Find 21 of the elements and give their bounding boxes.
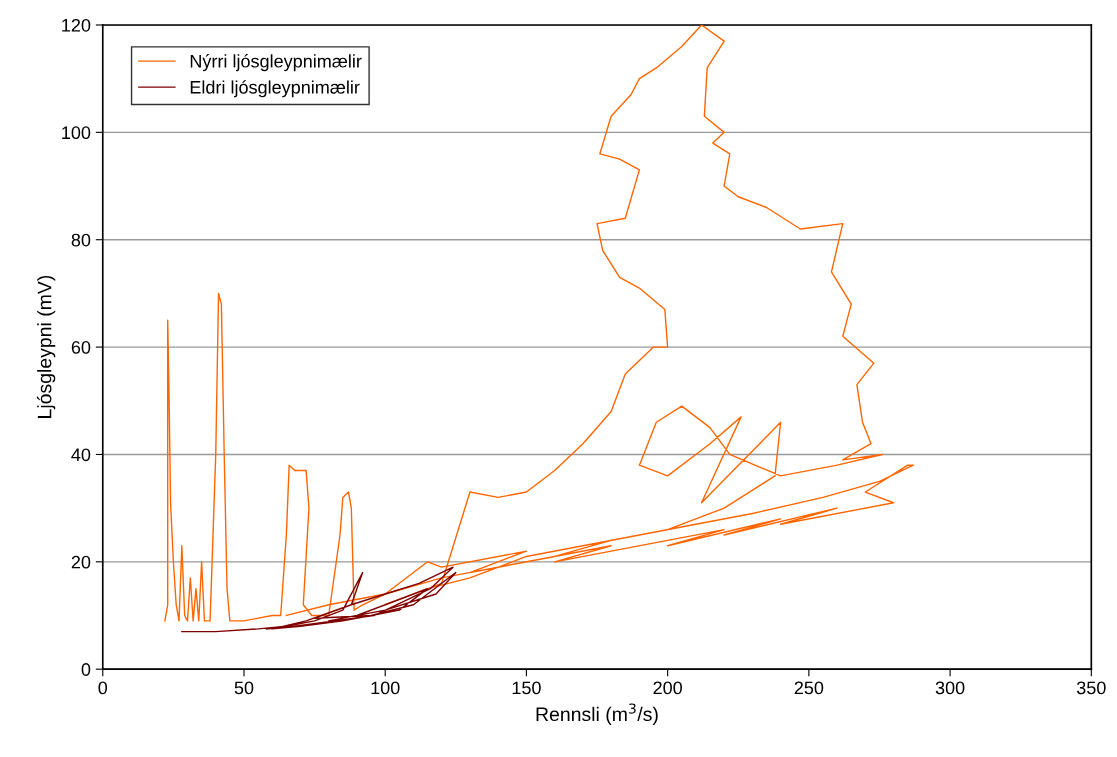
y-tick-label: 40	[71, 448, 91, 462]
x-axis-title: Rennsli (m$^{3}$/s)	[536, 703, 658, 725]
x-tick-label: 0	[98, 681, 108, 695]
x-tick-label: 200	[653, 681, 682, 695]
x-tick-label: 100	[371, 681, 400, 695]
line-series	[164, 24, 915, 622]
x-tick-label: 50	[234, 681, 254, 695]
legend-label: Nýrri ljósgleypnimælir	[190, 54, 362, 72]
y-tick-label: 60	[71, 341, 91, 354]
y-tick-label: 120	[62, 18, 91, 32]
x-tick-label: 350	[1076, 681, 1106, 695]
y-tick-label: 0	[81, 663, 91, 676]
y-tick-label: 100	[62, 126, 91, 140]
line-series	[181, 566, 457, 633]
y-tick-label: 20	[71, 555, 91, 569]
legend-label: Eldri ljósgleypnimælir	[190, 80, 360, 98]
y-axis-title: Ljósgleypni (mV)	[36, 275, 56, 418]
x-tick-label: 150	[512, 681, 541, 695]
x-tick-label: 300	[935, 681, 965, 695]
x-tick-label: 250	[794, 681, 824, 695]
y-tick-label: 80	[71, 233, 91, 247]
